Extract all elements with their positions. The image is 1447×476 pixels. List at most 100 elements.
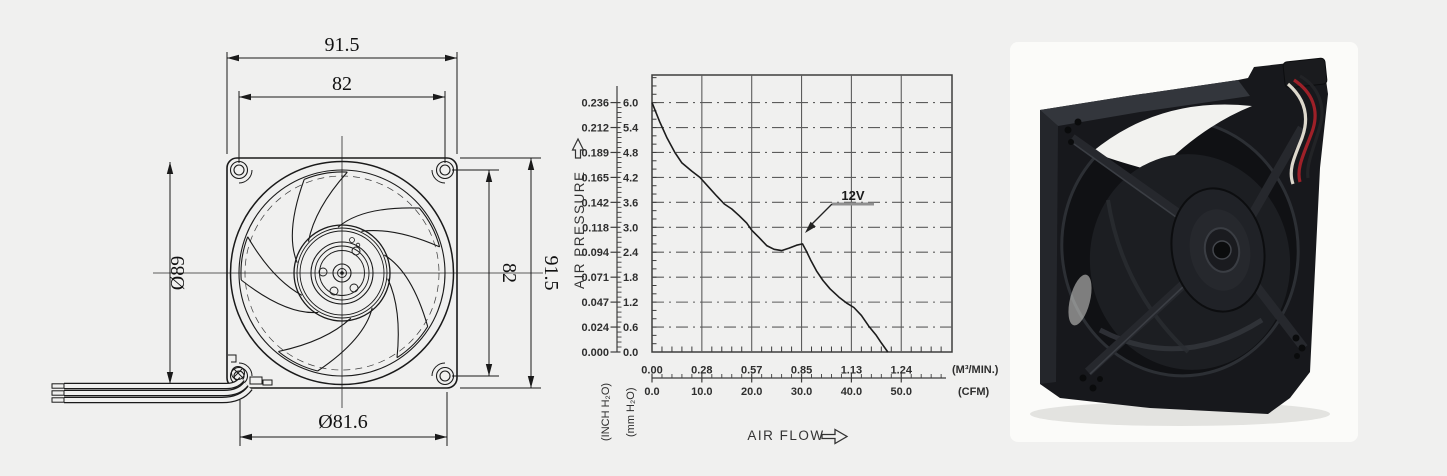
dim-label-impeller-diameter: Ø89 <box>167 256 189 290</box>
y-axis-tick-label-inch: 0.189 <box>581 147 609 159</box>
dimension-inlet-diameter: Ø81.6 <box>239 392 448 446</box>
x-axis-tick-label-m3min: 1.13 <box>841 365 862 377</box>
y-axis-tick-label-mm: 4.8 <box>623 147 638 159</box>
y-axis-unit-inch: (INCH H₂O) <box>600 383 612 441</box>
see-through-background <box>1092 104 1252 172</box>
x-axis-unit-m3min: (M³/MIN.) <box>952 364 999 376</box>
blade-tip <box>303 171 348 180</box>
air-flow-arrow-icon <box>821 428 849 445</box>
corner-holes-photo <box>1064 118 1306 392</box>
dim-label-outer-width: 91.5 <box>325 34 360 56</box>
annotation-arrowhead <box>805 221 816 233</box>
x-axis-tick-label-cfm: 50.0 <box>891 386 912 398</box>
dimension-outer-height: 91.5 <box>460 157 562 389</box>
blade-edge <box>384 254 429 327</box>
corner-web <box>238 362 253 377</box>
wire-tip <box>51 390 65 396</box>
y-axis-tick-label-inch: 0.024 <box>581 322 609 334</box>
x-axis-tick-label-cfm: 20.0 <box>741 386 762 398</box>
hub-screw-hole <box>318 267 328 277</box>
dim-label-inlet-diameter: Ø81.6 <box>318 411 367 433</box>
blade-tip <box>396 326 429 359</box>
dimension-outer-width: 91.5 <box>226 34 458 154</box>
annotation-leader-line <box>811 203 833 225</box>
y-axis-tick-label-inch: 0.094 <box>581 247 609 259</box>
hub-circles <box>293 224 391 322</box>
x-axis-title: AIR FLOW <box>747 428 824 443</box>
y-axis-tick-label-mm: 4.2 <box>623 172 638 184</box>
corner-web <box>431 362 446 377</box>
blade-tip-circle-dashed <box>244 175 440 371</box>
y-axis-tick-label-mm: 3.0 <box>623 222 638 234</box>
x-axis-tick-label-m3min: 0.28 <box>691 365 712 377</box>
y-axis-tick-label-inch: 0.118 <box>582 222 609 234</box>
y-axis-tick-label-mm: 2.4 <box>623 247 639 259</box>
blade-edge <box>337 207 420 228</box>
dimension-hole-pitch-vertical: 82 <box>452 169 520 377</box>
dimension-drawing-panel: 91.5 82 Ø89 82 <box>51 34 562 446</box>
wire-exit-detail <box>228 354 273 386</box>
dimension-hole-pitch-horizontal: 82 <box>238 73 446 163</box>
lead-wires <box>51 376 253 404</box>
blade-edge <box>247 236 303 296</box>
blade-edge <box>240 279 319 314</box>
performance-chart-panel: 0.236 0.212 0.189 0.165 0.142 0.118 0.094 0.071… <box>571 74 999 445</box>
dim-label-hole-pitch-horizontal: 82 <box>332 73 352 95</box>
y-axis-tick-label-inch: 0.212 <box>581 123 609 135</box>
y-axis-tick-label-inch: 0.236 <box>581 98 609 110</box>
y-axis-tick-label-inch: 0.142 <box>581 197 609 209</box>
blade-sheen <box>1106 199 1190 354</box>
blade-edge <box>307 171 348 242</box>
curve-12v <box>651 102 889 353</box>
inlet-circle <box>238 169 446 377</box>
blade-edge <box>278 317 352 353</box>
y-axis-title: AIR PRESSURE <box>572 170 587 289</box>
y-axis-unit-mm: (mm H₂O) <box>625 388 637 437</box>
x-axis-unit-cfm: (CFM) <box>958 386 989 398</box>
hub-screw-hole <box>351 246 361 256</box>
frame-top-bevel <box>1040 80 1250 126</box>
hub-detail <box>349 237 355 243</box>
y-axis-tick-label-mm: 0.6 <box>623 322 638 334</box>
y-axis-tick-label-inch: 0.165 <box>581 172 609 184</box>
shaft-hole <box>1212 240 1232 260</box>
x-axis-tick-label-m3min: 0.57 <box>741 365 762 377</box>
strut-highlights <box>1073 143 1185 375</box>
y-axis-tick-label-mm: 0.0 <box>623 347 638 359</box>
x-axis-tick-label-cfm: 30.0 <box>791 386 812 398</box>
blade-tip <box>240 236 249 281</box>
x-axis-tick-label-cfm: 40.0 <box>841 386 862 398</box>
fan-blades <box>240 171 441 372</box>
frame-left-bevel <box>1040 110 1058 384</box>
y-axis-tick-label-mm: 1.8 <box>623 272 638 284</box>
see-through-sliver <box>1068 274 1092 326</box>
y-axis-tick-label-mm: 5.4 <box>623 123 639 135</box>
y-axis-tick-label-inch: 0.071 <box>581 272 609 284</box>
blade-tip <box>418 207 441 248</box>
x-axis-tick-label-cfm: 0.0 <box>644 386 659 398</box>
y-axis-tick-label-inch: 0.000 <box>581 347 609 359</box>
blade-tip <box>278 351 318 372</box>
corner-web <box>431 169 446 184</box>
fan-wires <box>1286 74 1324 185</box>
y-axis-tick-label-mm: 1.2 <box>623 297 638 309</box>
y-axis-tick-label-inch: 0.047 <box>581 297 609 309</box>
hub-screw-hole <box>349 283 359 293</box>
fan-frame-outline <box>226 157 458 389</box>
dim-label-outer-height: 91.5 <box>540 256 562 291</box>
annotation-label-12v: 12V <box>841 188 864 203</box>
wire-tip <box>51 397 65 403</box>
wire-tip <box>51 383 65 389</box>
product-photo-panel <box>1010 42 1358 442</box>
hub-detail <box>355 242 361 248</box>
y-axis-tick-label-mm: 3.6 <box>623 197 638 209</box>
x-axis-tick-label-m3min: 0.85 <box>791 365 812 377</box>
blade-edge <box>291 179 305 263</box>
dimension-impeller-diameter: Ø89 <box>166 162 189 384</box>
x-axis-tick-label-cfm: 10.0 <box>691 386 712 398</box>
blade-edge <box>361 230 440 248</box>
blade-edge <box>317 307 373 372</box>
corner-web <box>238 169 253 184</box>
